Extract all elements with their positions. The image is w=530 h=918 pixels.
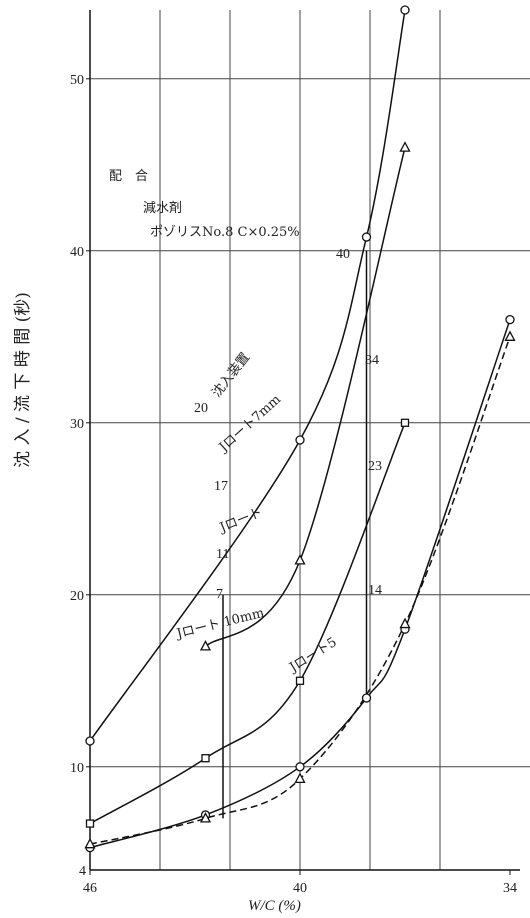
series-1-point-0 [199,640,212,651]
x-tick-label-46: 46 [83,881,97,896]
vertical-links [222,250,368,819]
series-0-point-1 [295,435,305,445]
link-0-label-0: 20 [194,401,208,416]
y-tick-label-20: 20 [70,589,84,604]
series-0-point-3 [400,5,410,15]
y-tick-label-50: 50 [70,73,84,88]
x-axis-label: W/C (%) [248,898,301,914]
series-name-1: Jロート7mm [215,392,284,456]
markers [84,5,516,853]
gridlines [90,10,530,870]
y-tick-label-10: 10 [70,761,84,776]
series-name-2: Jロート [216,505,264,536]
series-3-point-3 [361,693,372,703]
series-3-point-2 [295,762,305,772]
series-1-point-1 [294,554,306,565]
series-4-point-3 [399,617,411,629]
series-2-point-2 [295,676,305,685]
series-2-point-0 [85,819,95,828]
series-0-point-0 [85,736,95,746]
series-name-3: Jロート5 [285,635,339,677]
link-1-label-3: 14 [368,583,382,598]
axes [86,10,520,875]
series-3-point-5 [505,314,515,325]
link-1-label-1: 34 [365,353,379,368]
link-0-label-2: 11 [216,547,229,562]
series-4-point-2 [294,772,306,783]
mix-title: 配 合 [109,169,148,184]
series-line-0 [89,9,406,742]
x-tick-label-40: 40 [293,881,307,896]
series-name-0: 沈入装置 [209,350,253,400]
series-0-point-2 [361,232,372,242]
series-2-point-3 [400,418,410,427]
link-1-label-0: 40 [336,247,350,262]
series-4-point-0 [84,837,96,849]
series-line-4 [89,336,511,845]
x-tick-label-34: 34 [503,881,517,896]
series-4-point-1 [199,812,212,823]
y-tick-label-30: 30 [70,417,84,432]
y-tick-label-4: 4 [79,864,86,879]
link-0-label-3: 7 [216,587,223,602]
link-1-label-2: 23 [368,459,382,474]
y-axis-label: 沈 入 / 流 下 時 間 (秒) [13,292,33,468]
mix-line1: 減水剤 [143,200,182,216]
link-0-label-1: 17 [214,479,228,494]
series-2-point-1 [201,754,210,763]
series-name-4: Jロート 10mm [173,606,265,643]
series-line-1 [204,147,406,647]
y-tick-label-40: 40 [70,245,84,260]
series-line-2 [89,422,406,825]
series-1-point-2 [399,141,411,152]
mix-line2: ポゾリスNo.8 C×0.25% [150,225,300,240]
series-4-point-4 [504,330,516,341]
